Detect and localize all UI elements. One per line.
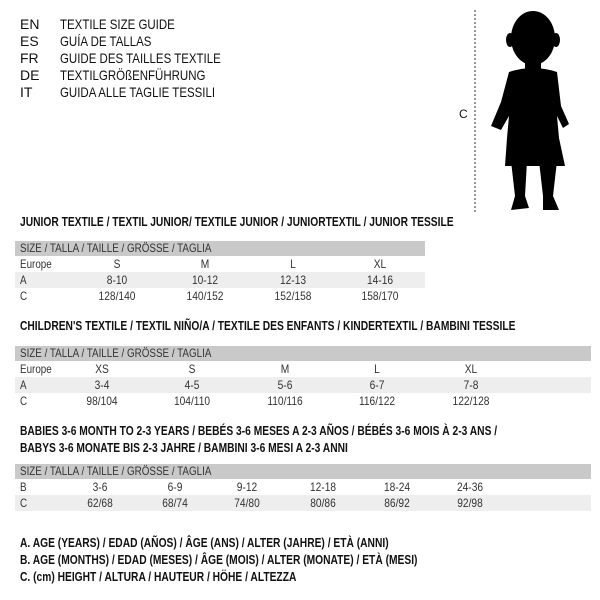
section-title: CHILDREN'S TEXTILE / TEXTIL NIÑO/A / TEX… — [20, 319, 516, 333]
row-label: B — [20, 480, 27, 494]
lang-code: FR — [20, 50, 39, 66]
table-cell: 74/80 — [234, 496, 260, 510]
table-cell: XL — [373, 257, 387, 271]
table-cell: L — [290, 257, 296, 271]
table-cell: 12-13 — [279, 273, 307, 287]
table-cell: 152/158 — [274, 289, 312, 303]
table-cell: S — [113, 257, 121, 271]
table-cell: 3-4 — [94, 378, 110, 392]
table-cell: 128/140 — [98, 289, 136, 303]
table-row: C 128/140 140/152 152/158 158/170 — [15, 288, 425, 304]
section-title: JUNIOR TEXTILE / TEXTIL JUNIOR/ TEXTILE … — [20, 215, 454, 229]
table-cell: 24-36 — [456, 480, 484, 494]
table-cell: 8-10 — [106, 273, 128, 287]
table-cell: 6-7 — [369, 378, 385, 392]
row-label: A — [20, 273, 27, 287]
table-cell: 6-9 — [167, 480, 183, 494]
lang-code: EN — [20, 16, 40, 32]
height-measure-label: C — [459, 107, 468, 121]
table-cell: 18-24 — [383, 480, 411, 494]
legend-a: A. AGE (YEARS) / EDAD (AÑOS) / ÂGE (ANS)… — [20, 536, 389, 550]
row-label: Europe — [20, 362, 52, 376]
lang-title: TEXTILGRÖßENFÜHRUNG — [60, 67, 206, 83]
table-cell: 86/92 — [384, 496, 410, 510]
table-cell: 80/86 — [310, 496, 336, 510]
row-label: C — [20, 394, 28, 408]
lang-code: ES — [20, 33, 39, 49]
table-cell: 140/152 — [186, 289, 224, 303]
legend-b: B. AGE (MONTHS) / EDAD (MESES) / ÂGE (MO… — [20, 553, 418, 567]
table-row: C 98/104 104/110 110/116 116/122 122/128 — [15, 393, 591, 409]
table-header: SIZE / TALLA / TAILLE / GRÖSSE / TAGLIA — [20, 346, 212, 360]
table-cell: 7-8 — [463, 378, 479, 392]
table-cell: 98/104 — [86, 394, 118, 408]
size-table: SIZE / TALLA / TAILLE / GRÖSSE / TAGLIA E… — [15, 241, 425, 304]
table-header: SIZE / TALLA / TAILLE / GRÖSSE / TAGLIA — [20, 464, 212, 478]
table-cell: 3-6 — [92, 480, 108, 494]
row-label: C — [20, 496, 28, 510]
row-label: Europe — [20, 257, 52, 271]
section-title: BABYS 3-6 MONATE BIS 2-3 JAHRE / BAMBINI… — [20, 441, 348, 455]
lang-title: GUIDA ALLE TAGLIE TESSILI — [60, 84, 216, 100]
lang-code: IT — [20, 84, 33, 100]
row-label: A — [20, 378, 27, 392]
table-cell: 116/122 — [358, 394, 396, 408]
table-row: A 3-4 4-5 5-6 6-7 7-8 — [15, 377, 591, 393]
table-row: B 3-6 6-9 9-12 12-18 18-24 24-36 — [15, 479, 591, 495]
size-table: SIZE / TALLA / TAILLE / GRÖSSE / TAGLIA B… — [15, 464, 591, 511]
legend-c: C. (cm) HEIGHT / ALTURA / HAUTEUR / HÖHE… — [20, 570, 297, 584]
table-cell: M — [200, 257, 210, 271]
child-silhouette-figure — [474, 10, 569, 212]
lang-title: GUÍA DE TALLAS — [60, 33, 152, 49]
table-cell: 92/98 — [457, 496, 483, 510]
table-cell: 14-16 — [366, 273, 394, 287]
table-cell: 158/170 — [361, 289, 399, 303]
size-table: SIZE / TALLA / TAILLE / GRÖSSE / TAGLIA E… — [15, 346, 591, 409]
table-row: C 62/68 68/74 74/80 80/86 86/92 92/98 — [15, 495, 591, 511]
child-silhouette-icon — [491, 11, 569, 210]
table-cell: S — [188, 362, 196, 376]
table-header: SIZE / TALLA / TAILLE / GRÖSSE / TAGLIA — [20, 241, 212, 255]
table-cell: 4-5 — [184, 378, 200, 392]
table-cell: M — [280, 362, 290, 376]
table-cell: 5-6 — [277, 378, 293, 392]
lang-code: DE — [20, 67, 40, 83]
table-cell: L — [374, 362, 380, 376]
table-cell: 9-12 — [236, 480, 258, 494]
table-cell: XS — [95, 362, 109, 376]
table-cell: 110/116 — [267, 394, 303, 408]
table-cell: 62/68 — [87, 496, 113, 510]
lang-title: GUIDE DES TAILLES TEXTILE — [60, 50, 221, 66]
table-cell: 10-12 — [191, 273, 219, 287]
table-row: Europe S M L XL — [15, 256, 425, 272]
table-cell: 12-18 — [309, 480, 337, 494]
table-row: Europe XS S M L XL — [15, 361, 591, 377]
table-cell: 68/74 — [162, 496, 188, 510]
lang-title: TEXTILE SIZE GUIDE — [60, 16, 175, 32]
table-cell: 122/128 — [452, 394, 490, 408]
table-cell: XL — [464, 362, 478, 376]
table-cell: 104/110 — [173, 394, 211, 408]
section-title: BABIES 3-6 MONTH TO 2-3 YEARS / BEBÉS 3-… — [20, 424, 498, 438]
table-row: A 8-10 10-12 12-13 14-16 — [15, 272, 425, 288]
row-label: C — [20, 289, 28, 303]
